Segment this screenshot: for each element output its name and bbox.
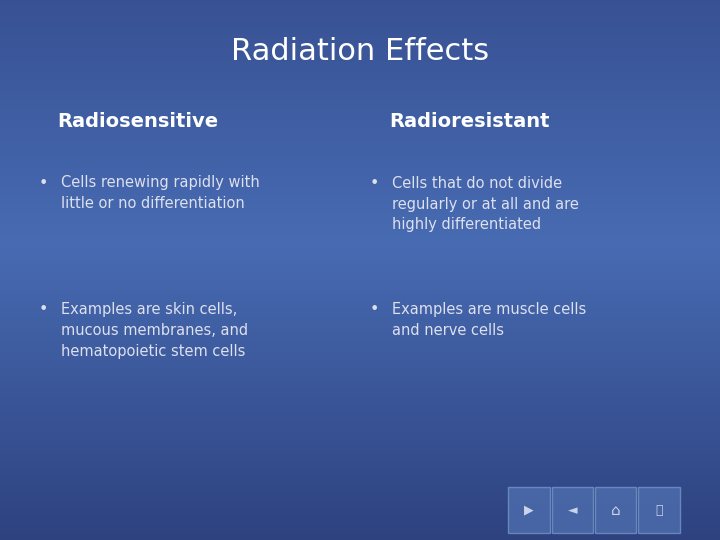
Text: ▶: ▶ — [524, 504, 534, 517]
Text: •: • — [38, 176, 48, 191]
Text: Cells that do not divide
regularly or at all and are
highly differentiated: Cells that do not divide regularly or at… — [392, 176, 580, 233]
Text: Cells renewing rapidly with
little or no differentiation: Cells renewing rapidly with little or no… — [61, 176, 260, 212]
Text: Examples are muscle cells
and nerve cells: Examples are muscle cells and nerve cell… — [392, 302, 587, 339]
Text: Radioresistant: Radioresistant — [389, 112, 549, 131]
FancyBboxPatch shape — [552, 487, 593, 534]
Text: Examples are skin cells,
mucous membranes, and
hematopoietic stem cells: Examples are skin cells, mucous membrane… — [61, 302, 248, 360]
Text: Radiation Effects: Radiation Effects — [231, 37, 489, 66]
Text: ⓘ: ⓘ — [655, 504, 662, 517]
Text: •: • — [38, 302, 48, 318]
Text: •: • — [369, 176, 379, 191]
FancyBboxPatch shape — [595, 487, 636, 534]
Text: ⌂: ⌂ — [611, 503, 621, 518]
FancyBboxPatch shape — [638, 487, 680, 534]
Text: Radiosensitive: Radiosensitive — [58, 112, 219, 131]
Text: ◄: ◄ — [567, 504, 577, 517]
Text: •: • — [369, 302, 379, 318]
FancyBboxPatch shape — [508, 487, 550, 534]
